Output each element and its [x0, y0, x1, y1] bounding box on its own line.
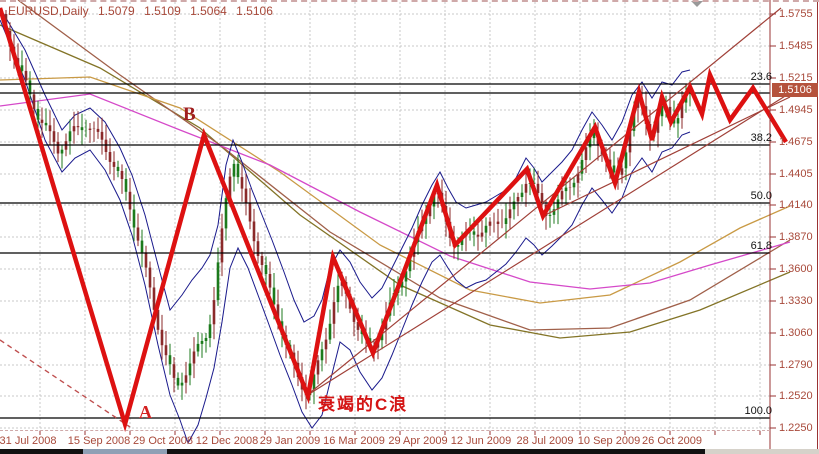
band-lower-line [0, 19, 691, 445]
fib-label-38.2: 38.2 [750, 132, 772, 144]
current-price-badge: 1.5106 [772, 83, 818, 97]
trendline-3[interactable] [542, 96, 791, 217]
date-tick-label: 29 Oct 2008 [133, 435, 193, 447]
date-tick-label: 15 Sep 2008 [67, 435, 131, 447]
elliott-wave-b-label[interactable]: B [183, 104, 196, 125]
fib-label-50.0: 50.0 [750, 190, 772, 202]
trendline-2[interactable] [305, 92, 791, 397]
date-tick-label: 10 Sep 2009 [577, 435, 641, 447]
low-value: 1.5064 [190, 4, 227, 18]
price-tick-label: 1.3060 [779, 327, 813, 339]
price-tick-label: 1.3600 [779, 263, 813, 275]
dashed-trendline[interactable] [0, 339, 131, 428]
elliott-wave-a-label[interactable]: A [139, 402, 152, 422]
fib-label-23.6: 23.6 [750, 71, 772, 83]
close-value: 1.5106 [236, 4, 273, 18]
elliott-zigzag-line[interactable] [0, 7, 788, 433]
price-tick-label: 1.4945 [779, 104, 813, 116]
date-tick-label: 29 Apr 2009 [388, 435, 448, 447]
price-tick-label: 1.5755 [779, 8, 813, 20]
price-tick-label: 1.2790 [779, 359, 813, 371]
price-tick-label: 1.3870 [779, 231, 813, 243]
scrollbar-track-end [705, 449, 819, 454]
price-tick-label: 1.5485 [779, 40, 813, 52]
fib-label-100.0: 100.0 [744, 405, 772, 417]
trendline-1[interactable] [305, 7, 782, 397]
ma-magenta-line [0, 93, 791, 290]
ma-orange-line [0, 76, 791, 304]
chart-shift-marker-icon[interactable] [691, 1, 703, 7]
date-tick-label: 26 Oct 2009 [642, 435, 702, 447]
scrollbar-thumb[interactable] [83, 449, 167, 454]
price-tick-label: 1.4140 [779, 199, 813, 211]
high-value: 1.5109 [144, 4, 181, 18]
price-tick-label: 1.5215 [779, 72, 813, 84]
ohlc-header: EURUSD,Daily 1.5079 1.5109 1.5064 1.5106 [8, 4, 279, 18]
date-tick-label: 12 Dec 2008 [195, 435, 259, 447]
horizontal-scrollbar[interactable] [0, 449, 819, 454]
open-value: 1.5079 [98, 4, 135, 18]
price-tick-label: 1.2520 [779, 390, 813, 402]
price-tick-label: 1.2250 [779, 422, 813, 434]
band-upper-line [0, 7, 691, 323]
symbol-period-label: EURUSD,Daily [8, 4, 89, 18]
chart-top-border [0, 0, 819, 2]
price-tick-label: 1.4675 [779, 136, 813, 148]
c-wave-annotation-text[interactable]: 衰竭的C浪 [318, 395, 409, 414]
date-tick-label: 12 Jun 2009 [450, 435, 512, 447]
price-tick-label: 1.4405 [779, 168, 813, 180]
date-tick-label: 28 Jul 2009 [516, 435, 574, 447]
price-tick-label: 1.3330 [779, 295, 813, 307]
chart-bottom-border [0, 430, 770, 431]
date-tick-label: 31 Jul 2008 [0, 435, 57, 447]
fib-label-61.8: 61.8 [750, 240, 772, 252]
date-tick-label: 29 Jan 2009 [259, 435, 321, 447]
date-tick-label: 16 Mar 2009 [323, 435, 385, 447]
